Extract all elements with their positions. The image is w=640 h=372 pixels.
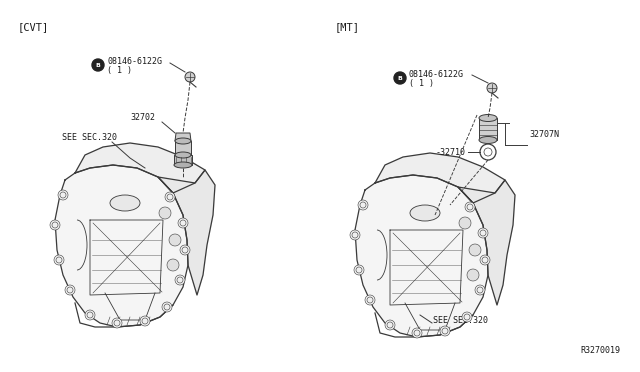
Circle shape — [165, 192, 175, 202]
Text: ( 1 ): ( 1 ) — [107, 65, 132, 74]
Text: SEE SEC.320: SEE SEC.320 — [433, 316, 488, 325]
Circle shape — [480, 255, 490, 265]
Circle shape — [85, 310, 95, 320]
Circle shape — [467, 269, 479, 281]
Ellipse shape — [479, 137, 497, 144]
Circle shape — [487, 83, 497, 93]
Polygon shape — [175, 141, 191, 155]
Circle shape — [159, 207, 171, 219]
Circle shape — [178, 218, 188, 228]
Polygon shape — [55, 165, 188, 327]
Circle shape — [92, 59, 104, 71]
Circle shape — [475, 285, 485, 295]
Text: 08146-6122G: 08146-6122G — [107, 57, 162, 65]
Text: ( 1 ): ( 1 ) — [409, 78, 434, 87]
Text: R3270019: R3270019 — [580, 346, 620, 355]
Ellipse shape — [410, 205, 440, 221]
Text: B: B — [95, 62, 100, 67]
Circle shape — [469, 244, 481, 256]
Ellipse shape — [174, 162, 192, 168]
Text: [CVT]: [CVT] — [18, 22, 49, 32]
Circle shape — [112, 318, 122, 328]
Circle shape — [140, 316, 150, 326]
Text: 32707N: 32707N — [529, 129, 559, 138]
Circle shape — [175, 275, 185, 285]
Polygon shape — [355, 175, 488, 337]
Circle shape — [385, 320, 395, 330]
Circle shape — [180, 245, 190, 255]
Circle shape — [162, 302, 172, 312]
Polygon shape — [174, 155, 192, 165]
Circle shape — [465, 202, 475, 212]
Circle shape — [412, 328, 422, 338]
Text: 32702: 32702 — [130, 113, 155, 122]
Ellipse shape — [479, 115, 497, 122]
Circle shape — [440, 326, 450, 336]
Text: B: B — [397, 76, 403, 80]
Polygon shape — [479, 118, 497, 140]
Text: SEE SEC.320: SEE SEC.320 — [62, 133, 117, 142]
Ellipse shape — [175, 152, 191, 158]
Circle shape — [354, 265, 364, 275]
Circle shape — [58, 190, 68, 200]
Polygon shape — [458, 180, 515, 305]
Circle shape — [459, 217, 471, 229]
Circle shape — [462, 312, 472, 322]
Circle shape — [365, 295, 375, 305]
Ellipse shape — [110, 195, 140, 211]
Polygon shape — [75, 143, 205, 193]
Circle shape — [478, 228, 488, 238]
Circle shape — [65, 285, 75, 295]
Text: -32710: -32710 — [436, 148, 466, 157]
Circle shape — [358, 200, 368, 210]
Circle shape — [350, 230, 360, 240]
Circle shape — [54, 255, 64, 265]
Circle shape — [50, 220, 60, 230]
Text: [MT]: [MT] — [335, 22, 360, 32]
Circle shape — [394, 72, 406, 84]
Ellipse shape — [175, 138, 191, 144]
Text: 08146-6122G: 08146-6122G — [409, 70, 464, 78]
Circle shape — [169, 234, 181, 246]
Circle shape — [167, 259, 179, 271]
Polygon shape — [158, 170, 215, 295]
Polygon shape — [175, 133, 191, 141]
Polygon shape — [375, 153, 505, 203]
Circle shape — [185, 72, 195, 82]
